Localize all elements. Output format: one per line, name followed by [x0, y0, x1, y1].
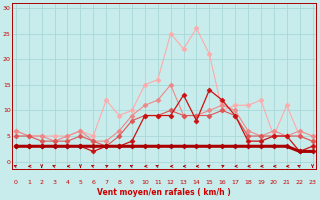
X-axis label: Vent moyen/en rafales ( km/h ): Vent moyen/en rafales ( km/h ) [97, 188, 231, 197]
